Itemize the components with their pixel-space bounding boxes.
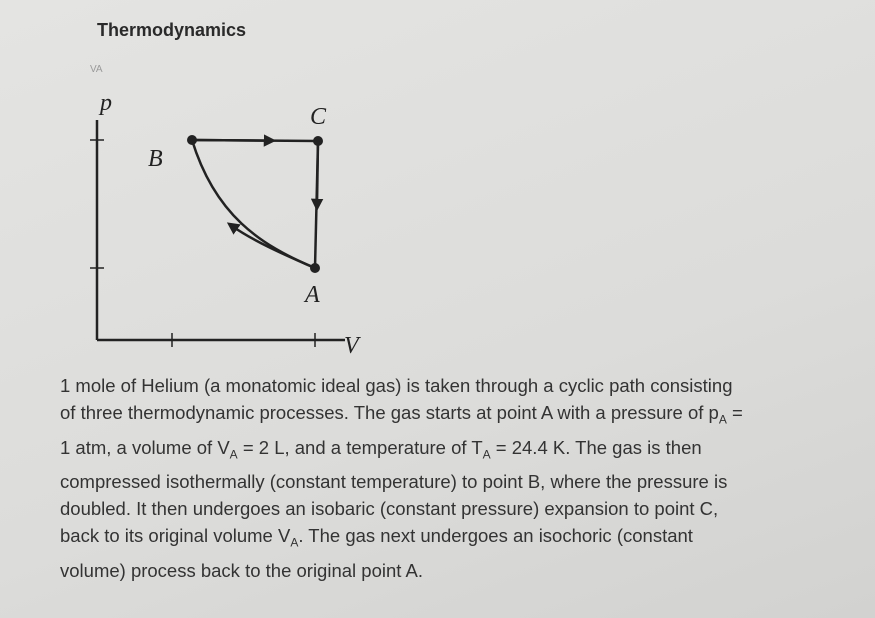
problem-text: 1 mole of Helium (a monatomic ideal gas)… — [60, 372, 860, 584]
text-line: volume) process back to the original poi… — [60, 557, 860, 584]
text-run: 1 atm, a volume of V — [60, 436, 230, 458]
text-run: compressed isothermally (constant temper… — [60, 471, 728, 493]
point — [310, 263, 320, 273]
text-line: of three thermodynamic processes. The ga… — [60, 399, 860, 434]
text-run: = 2 L, and a temperature of T — [237, 436, 483, 458]
arrow — [191, 134, 277, 147]
point — [187, 135, 197, 145]
text-run: = 24.4 K. The gas is then — [490, 436, 702, 458]
text-run: . The gas next undergoes an isochoric (c… — [298, 525, 693, 547]
point-label: A — [303, 282, 320, 308]
text-run: of three thermodynamic processes. The ga… — [60, 402, 719, 423]
subscript: A — [290, 536, 299, 551]
text-run: volume) process back to the original poi… — [60, 560, 423, 582]
point-label: B — [148, 146, 163, 172]
point — [313, 136, 323, 146]
title: Thermodynamics — [97, 20, 247, 40]
arrow — [310, 140, 324, 212]
subscript: A — [482, 447, 491, 462]
arrow — [226, 222, 316, 270]
text-run: doubled. It then undergoes an isobaric (… — [60, 498, 719, 520]
axis-label: V — [344, 333, 361, 359]
point-label: C — [310, 104, 327, 130]
axis-label: p — [98, 90, 112, 116]
text-run: 1 mole of Helium (a monatomic ideal gas)… — [60, 375, 733, 396]
text-run: back to its original volume V — [60, 525, 291, 547]
tab-label: VA — [90, 64, 103, 75]
text-line: 1 mole of Helium (a monatomic ideal gas)… — [60, 372, 860, 399]
text-run: = — [726, 402, 743, 423]
subscript: A — [229, 447, 238, 462]
text-line: 1 atm, a volume of VA = 2 L, and a tempe… — [60, 434, 860, 469]
subscript: A — [718, 412, 727, 427]
text-line: doubled. It then undergoes an isobaric (… — [60, 495, 860, 522]
isothermal-path — [190, 139, 316, 270]
text-line: compressed isothermally (constant temper… — [60, 468, 860, 495]
text-line: back to its original volume VA. The gas … — [60, 522, 860, 557]
